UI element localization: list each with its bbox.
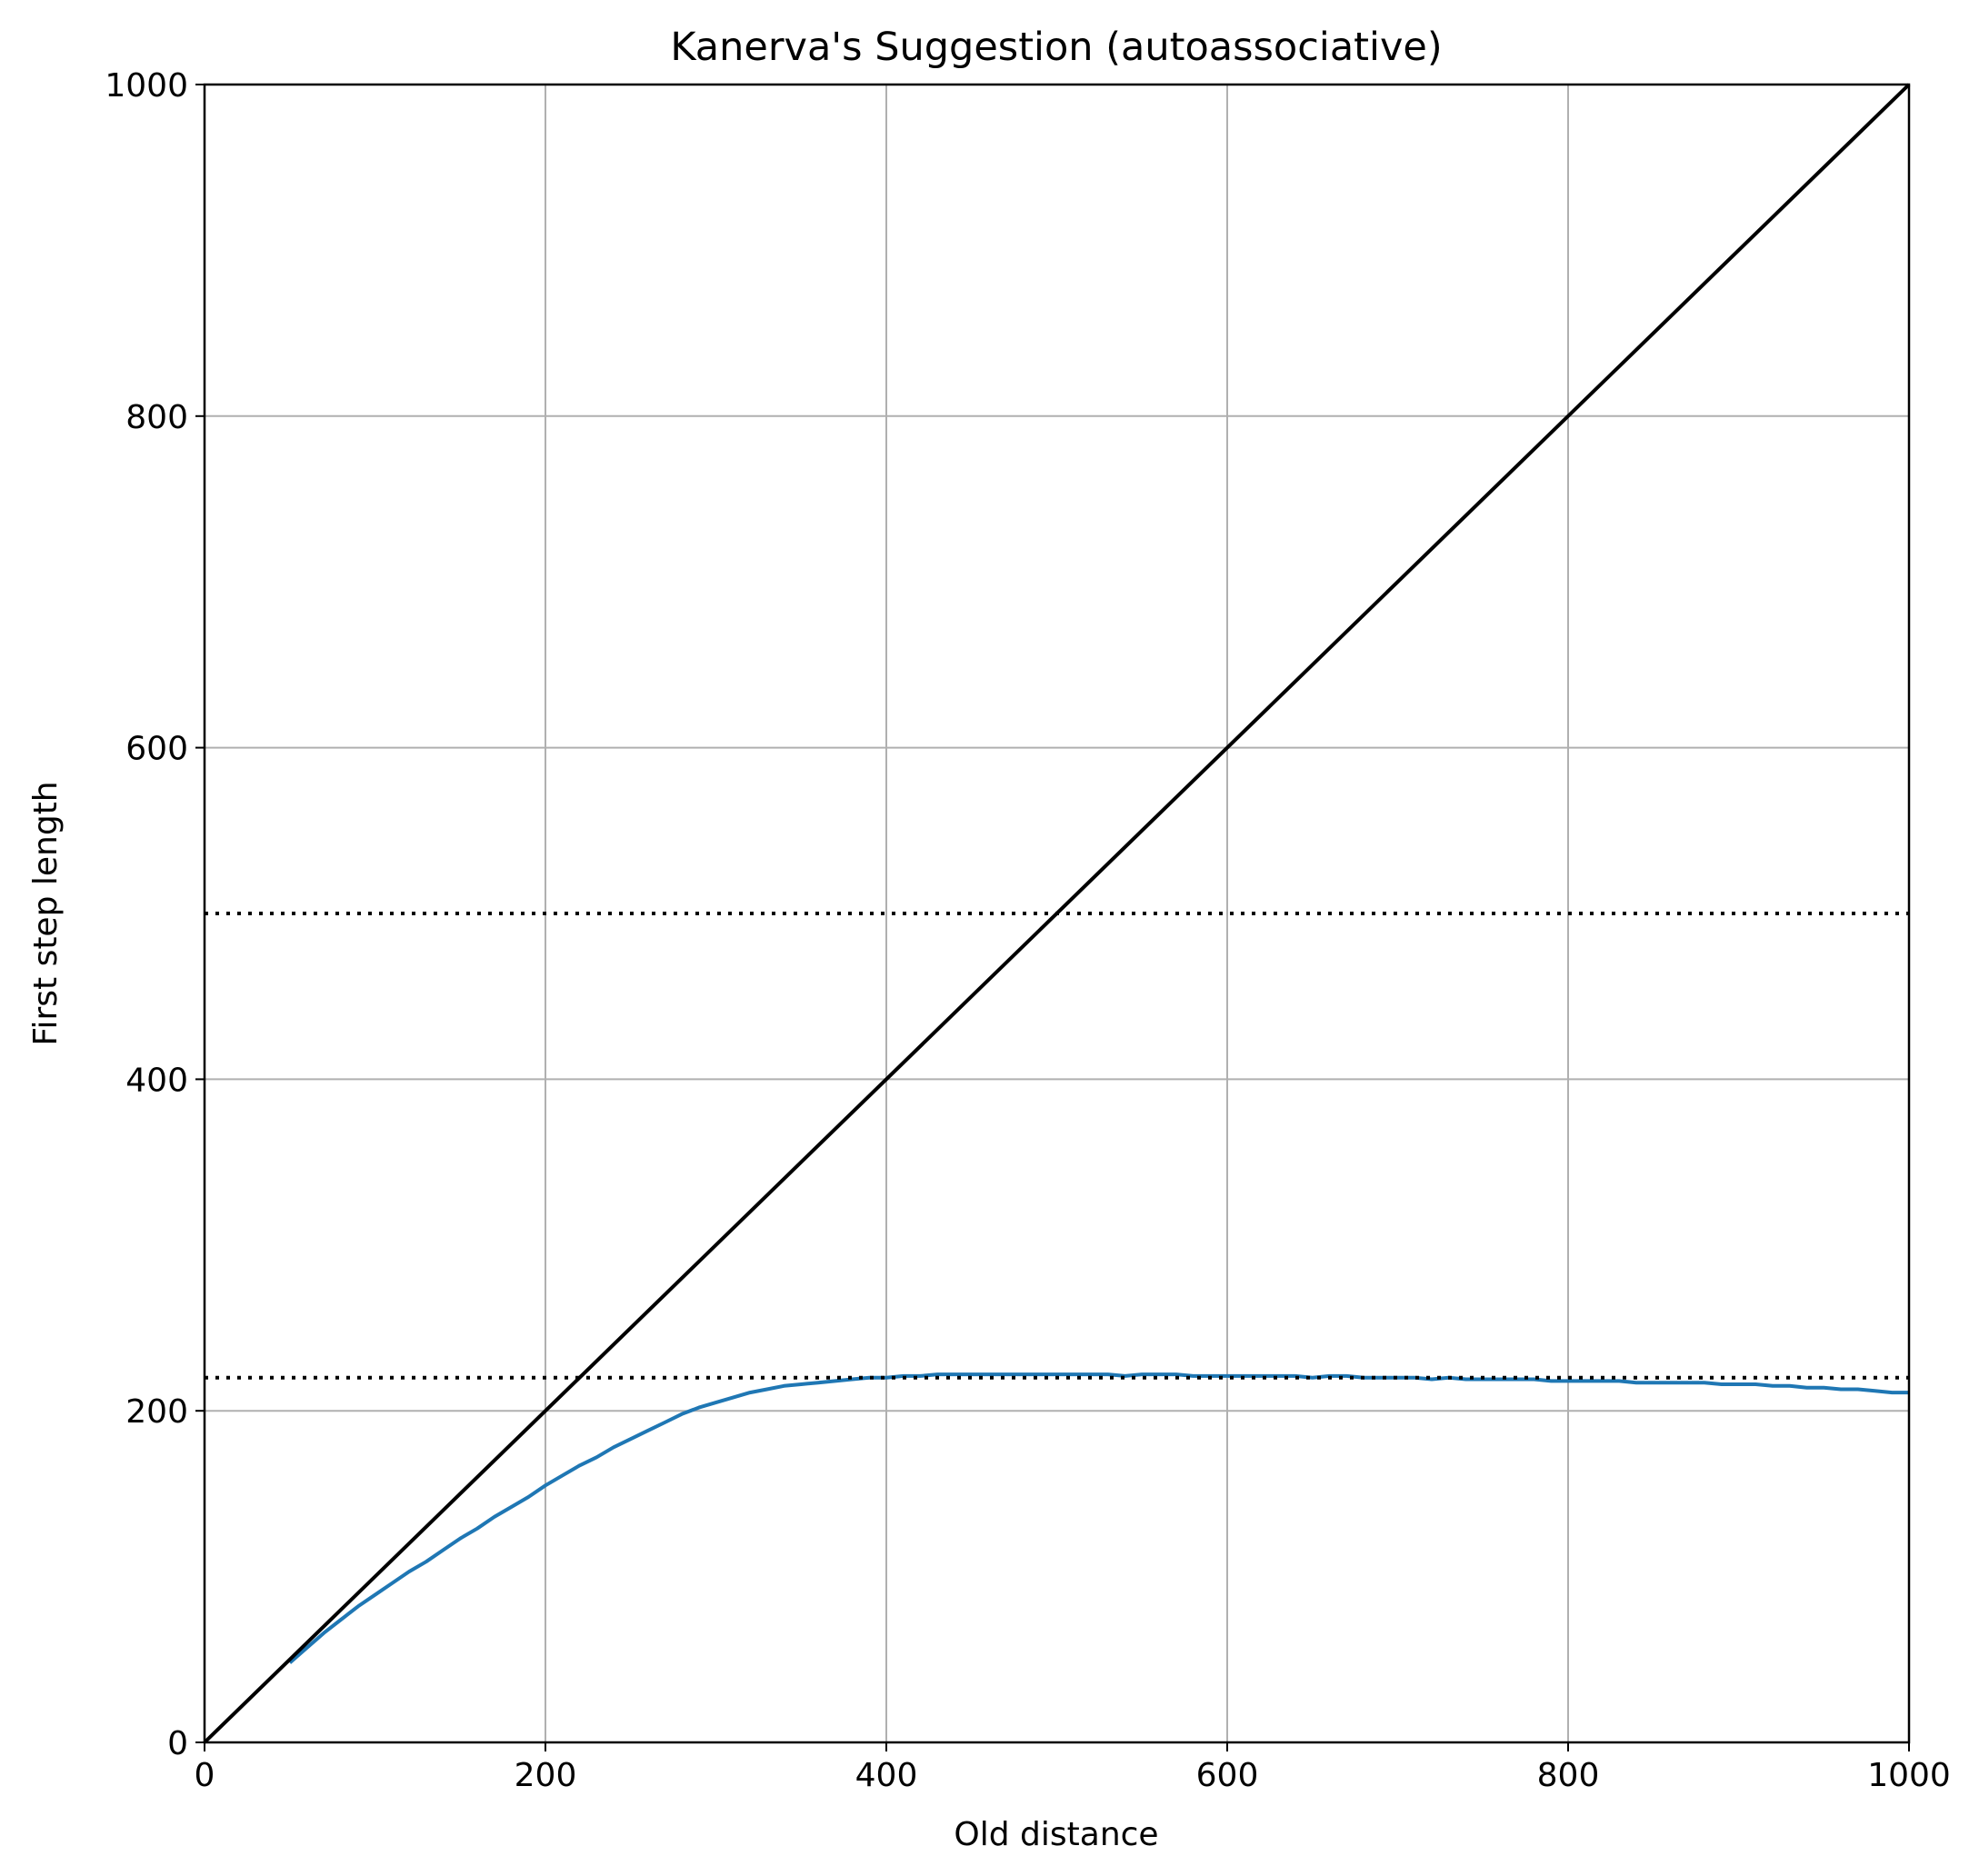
y-tick-label: 0 bbox=[167, 1725, 188, 1762]
y-axis-title: First step length bbox=[27, 781, 65, 1045]
first-step-length-line bbox=[288, 1372, 1909, 1664]
chart-title: Kanerva's Suggestion (autoassociative) bbox=[670, 25, 1442, 70]
y-tick-label: 800 bbox=[125, 399, 188, 436]
x-tick-label: 0 bbox=[195, 1757, 215, 1794]
x-axis-title: Old distance bbox=[954, 1816, 1158, 1853]
axis-ticks: 0 200 400 600 800 1000 0 200 400 600 800 1000 bbox=[105, 67, 1950, 1794]
x-tick-label: 800 bbox=[1537, 1757, 1600, 1794]
plot-lines bbox=[203, 83, 1911, 1744]
y-tick-label: 200 bbox=[125, 1393, 188, 1431]
y-tick-label: 600 bbox=[125, 731, 188, 768]
x-tick-label: 600 bbox=[1196, 1757, 1259, 1794]
x-tick-label: 200 bbox=[515, 1757, 577, 1794]
plot-frame bbox=[203, 83, 1911, 1744]
y-tick-label: 400 bbox=[125, 1062, 188, 1099]
x-tick-label: 1000 bbox=[1867, 1757, 1951, 1794]
y-tick-label: 1000 bbox=[105, 67, 188, 105]
x-tick-label: 400 bbox=[855, 1757, 918, 1794]
